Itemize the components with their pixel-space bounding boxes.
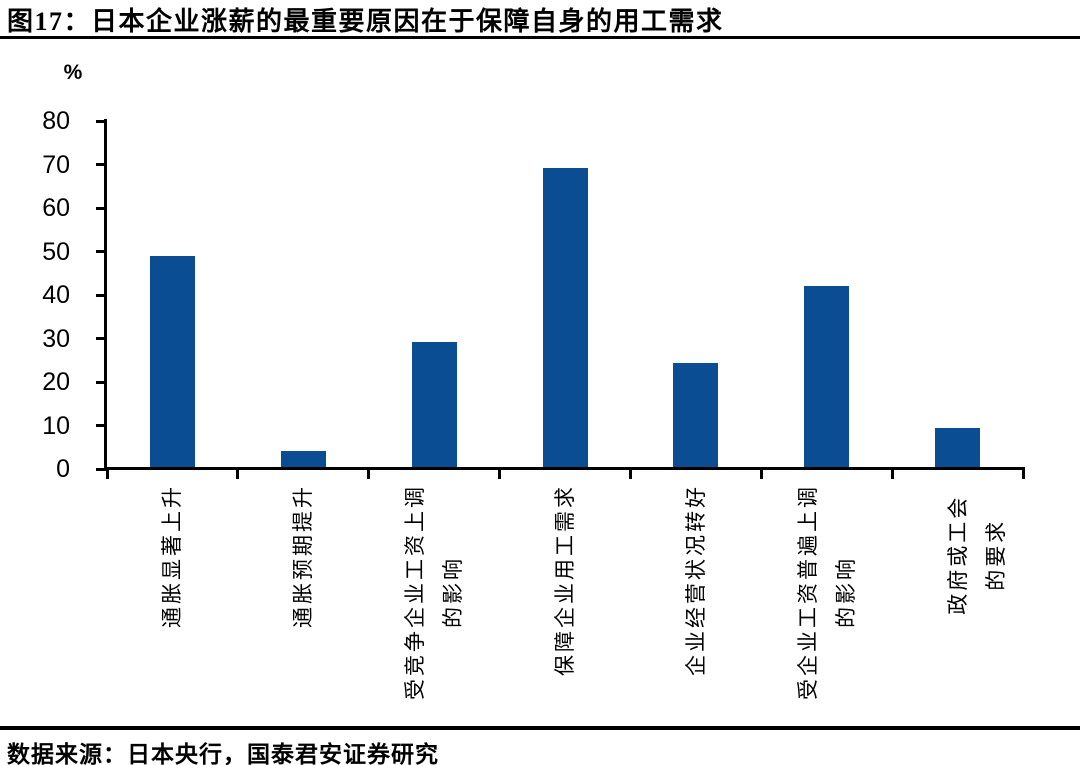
bar-4 bbox=[542, 167, 588, 469]
y-tick-80 bbox=[96, 119, 106, 123]
y-tick-50 bbox=[96, 250, 106, 253]
x-tick-0 bbox=[105, 469, 109, 479]
data-source-note: 数据来源：日本央行，国泰君安证券研究 bbox=[7, 742, 439, 765]
bar-7 bbox=[935, 428, 981, 469]
x-tick-4 bbox=[628, 469, 632, 479]
x-category-label-1: 通胀显著上升 bbox=[160, 484, 185, 628]
bar-1 bbox=[149, 255, 195, 469]
bar-6 bbox=[804, 285, 850, 469]
y-tick-label-60: 60 bbox=[42, 194, 70, 222]
figure-title: 图17：日本企业涨薪的最重要原因在于保障自身的用工需求 bbox=[7, 7, 724, 36]
x-axis-line bbox=[104, 466, 1025, 470]
y-tick-label-50: 50 bbox=[42, 237, 70, 266]
bar-5 bbox=[673, 363, 719, 469]
x-category-label-4: 保障企业用工需求 bbox=[553, 484, 577, 676]
footer-divider bbox=[0, 726, 1080, 730]
x-category-label-3: 受竞争企业工资上调 的影响 bbox=[403, 484, 466, 700]
x-category-label-6: 受企业工资普遍上调 的影响 bbox=[795, 484, 858, 700]
bar-3 bbox=[411, 341, 457, 469]
y-tick-label-80: 80 bbox=[42, 107, 70, 135]
x-tick-3 bbox=[498, 469, 502, 479]
y-tick-30 bbox=[96, 337, 106, 340]
x-tick-7 bbox=[1021, 469, 1025, 479]
bar-2 bbox=[280, 450, 326, 469]
x-category-label-5: 企业经营状况转好 bbox=[683, 484, 708, 676]
y-tick-label-40: 40 bbox=[42, 281, 70, 309]
title-divider bbox=[0, 36, 1080, 39]
y-tick-70 bbox=[96, 163, 106, 166]
y-tick-60 bbox=[96, 206, 106, 210]
x-category-label-7: 政府或工会的要求 bbox=[945, 494, 1008, 615]
y-tick-label-10: 10 bbox=[42, 411, 70, 440]
x-category-label-2: 通胀预期提升 bbox=[291, 484, 316, 628]
x-tick-2 bbox=[367, 469, 371, 479]
y-tick-10 bbox=[96, 424, 106, 427]
y-tick-label-20: 20 bbox=[42, 368, 70, 396]
y-tick-20 bbox=[96, 380, 106, 384]
x-tick-6 bbox=[890, 469, 894, 479]
y-tick-label-30: 30 bbox=[42, 324, 70, 353]
y-tick-label-0: 0 bbox=[56, 455, 70, 483]
y-tick-0 bbox=[96, 467, 106, 471]
y-tick-40 bbox=[96, 293, 106, 297]
x-tick-5 bbox=[759, 469, 763, 479]
x-tick-1 bbox=[236, 469, 240, 479]
y-tick-label-70: 70 bbox=[42, 150, 70, 179]
y-axis-unit-label: % bbox=[63, 61, 83, 84]
